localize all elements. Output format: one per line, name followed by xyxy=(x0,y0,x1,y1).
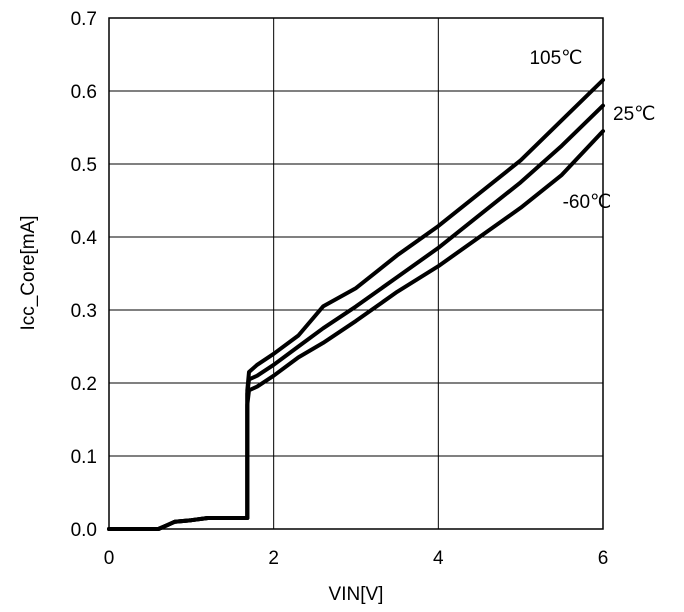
y-tick-label: 0.2 xyxy=(71,374,97,395)
x-tick-label: 6 xyxy=(598,548,609,569)
series-label-minus60c: -60℃ xyxy=(563,192,612,213)
y-tick-label: 0.3 xyxy=(71,301,97,322)
x-axis-title: VIN[V] xyxy=(329,584,384,605)
x-tick-label: 2 xyxy=(268,548,279,569)
x-tick-label: 0 xyxy=(104,548,115,569)
y-tick-label: 0.7 xyxy=(71,9,97,30)
series-minus60c-line xyxy=(107,129,605,531)
series-label-25c: 25℃ xyxy=(613,104,655,125)
y-tick-label: 0.5 xyxy=(71,155,97,176)
y-tick-label: 0.6 xyxy=(71,82,97,103)
y-tick-label: 0.0 xyxy=(71,520,97,541)
series-layer xyxy=(107,78,605,531)
series-label-105c: 105℃ xyxy=(529,48,582,69)
y-axis-title: Icc_Core[mA] xyxy=(18,215,39,330)
x-tick-labels: 0 2 4 6 xyxy=(104,548,609,569)
plot-frame xyxy=(108,17,604,530)
y-tick-labels: 0.0 0.1 0.2 0.3 0.4 0.5 0.6 0.7 xyxy=(71,9,98,541)
y-tick-label: 0.4 xyxy=(71,228,98,249)
series-25c-line xyxy=(107,103,605,531)
grid-layer xyxy=(109,18,603,529)
x-tick-label: 4 xyxy=(433,548,444,569)
y-tick-label: 0.1 xyxy=(71,447,97,468)
series-labels: 105℃ 25℃ -60℃ xyxy=(529,48,655,213)
